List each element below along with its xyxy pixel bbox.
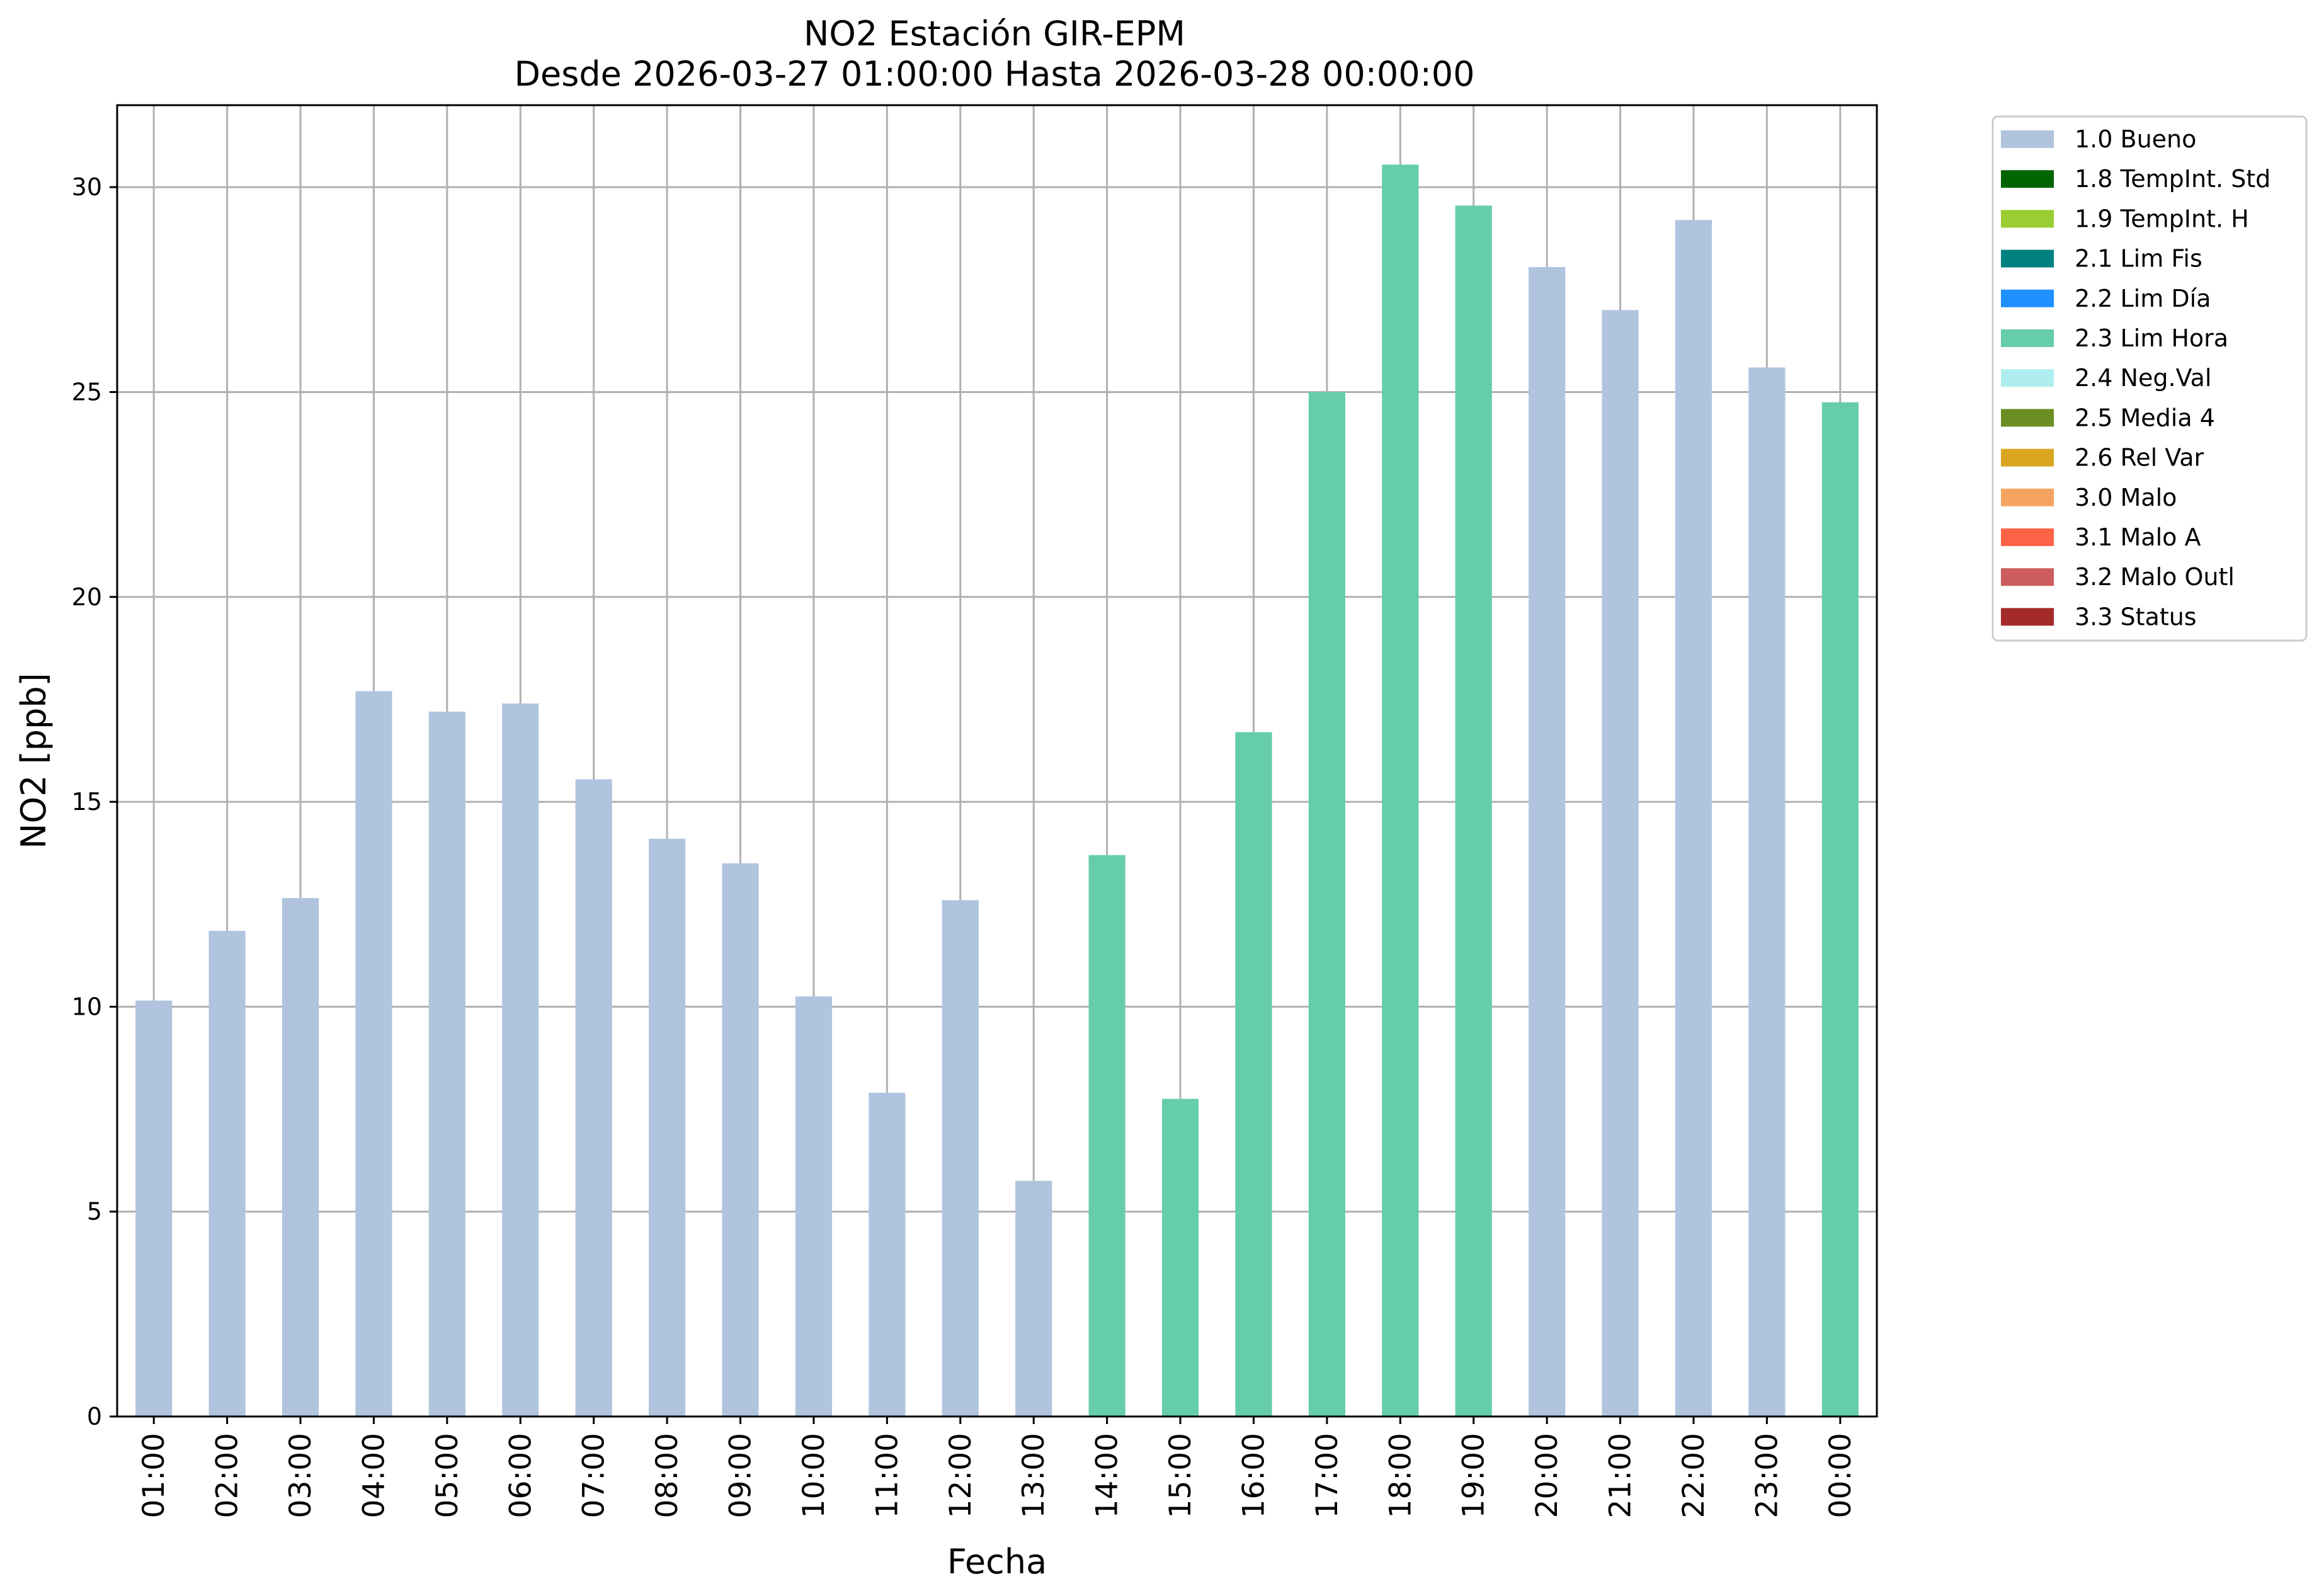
y-tick-label: 5 — [87, 1198, 102, 1226]
x-tick-label: 23:00 — [1750, 1433, 1784, 1518]
legend-label: 1.8 TempInt. Std — [2075, 165, 2271, 193]
legend-swatch — [2001, 409, 2054, 427]
legend-label: 2.1 Lim Fis — [2075, 245, 2202, 273]
legend-swatch — [2001, 289, 2054, 307]
y-tick-label: 10 — [72, 993, 102, 1020]
x-tick-label: 00:00 — [1823, 1433, 1858, 1518]
bar-1100 — [869, 1093, 906, 1416]
y-tick-label: 0 — [87, 1403, 102, 1430]
x-tick-label: 09:00 — [724, 1433, 758, 1518]
bar-0200 — [208, 931, 246, 1416]
legend-swatch — [2001, 369, 2054, 387]
y-tick-label: 25 — [72, 378, 102, 406]
x-tick-label: 06:00 — [503, 1433, 538, 1518]
x-tick-label: 01:00 — [137, 1433, 171, 1518]
x-tick-label: 03:00 — [283, 1433, 318, 1518]
plot-frame — [116, 104, 1878, 1418]
bar-1000 — [795, 996, 833, 1416]
bar-1600 — [1235, 732, 1272, 1416]
bar-0300 — [282, 898, 319, 1416]
y-axis-label: NO2 [ppb] — [14, 673, 54, 848]
bar-0800 — [649, 838, 686, 1416]
x-tick-label: 19:00 — [1457, 1433, 1491, 1518]
bar-0400 — [355, 691, 392, 1416]
bar-1300 — [1015, 1180, 1052, 1416]
x-tick-label: 04:00 — [356, 1433, 391, 1518]
bar-2100 — [1602, 310, 1639, 1416]
x-tick-label: 15:00 — [1163, 1433, 1198, 1518]
bar-1800 — [1382, 164, 1419, 1417]
legend-label: 3.0 Malo — [2075, 484, 2177, 511]
x-tick-label: 22:00 — [1677, 1433, 1711, 1518]
bar-0000 — [1821, 402, 1859, 1416]
legend-frame — [1991, 115, 2308, 642]
legend-swatch — [2001, 608, 2054, 626]
x-tick-label: 12:00 — [943, 1433, 978, 1518]
y-axis-ticks: 0 5 10 15 20 25 30 — [72, 173, 117, 1430]
x-tick-label: 17:00 — [1310, 1433, 1345, 1518]
legend-swatch — [2001, 130, 2054, 148]
legend-label: 2.3 Lim Hora — [2075, 324, 2228, 352]
legend-items: 1.0 Bueno 1.8 TempInt. Std 1.9 TempInt. H 2… — [2001, 125, 2271, 630]
legend-label: 3.1 Malo A — [2075, 523, 2201, 551]
x-tick-label: 11:00 — [870, 1433, 904, 1518]
y-tick-label: 30 — [72, 173, 102, 201]
x-tick-label: 20:00 — [1530, 1433, 1564, 1518]
legend-swatch — [2001, 568, 2054, 586]
x-tick-label: 14:00 — [1090, 1433, 1125, 1518]
bar-0700 — [575, 779, 612, 1416]
bars — [135, 164, 1859, 1417]
x-tick-label: 10:00 — [797, 1433, 831, 1518]
legend-swatch — [2001, 329, 2054, 347]
legend-label: 2.6 Rel Var — [2075, 444, 2204, 472]
legend-swatch — [2001, 448, 2054, 467]
x-tick-label: 05:00 — [430, 1433, 465, 1518]
bar-1500 — [1161, 1098, 1199, 1416]
legend-swatch — [2001, 528, 2054, 546]
legend-label: 3.3 Status — [2075, 603, 2197, 630]
x-tick-label: 21:00 — [1604, 1433, 1638, 1518]
bar-0500 — [428, 711, 465, 1416]
x-tick-label: 02:00 — [210, 1433, 245, 1518]
legend-swatch — [2001, 210, 2054, 228]
legend-label: 2.5 Media 4 — [2075, 404, 2215, 431]
x-axis-ticks: 01:00 02:00 03:00 04:00 05:00 06:00 07:00 08:00… — [137, 1416, 1858, 1518]
bar-1200 — [942, 900, 979, 1416]
x-tick-label: 08:00 — [650, 1433, 685, 1518]
legend-swatch — [2001, 488, 2054, 506]
y-tick-label: 20 — [72, 583, 102, 611]
bar-0900 — [722, 863, 759, 1416]
chart-title: NO2 Estación GIR-EPM — [804, 14, 1185, 54]
bar-0100 — [135, 1000, 173, 1416]
bar-1400 — [1088, 855, 1125, 1416]
legend: 1.0 Bueno 1.8 TempInt. Std 1.9 TempInt. H 2… — [1991, 115, 2308, 642]
x-tick-label: 13:00 — [1017, 1433, 1051, 1518]
legend-label: 2.4 Neg.Val — [2075, 364, 2211, 392]
x-tick-label: 07:00 — [577, 1433, 612, 1518]
chart-subtitle: Desde 2026-03-27 01:00:00 Hasta 2026-03-… — [514, 54, 1474, 94]
bar-0600 — [502, 703, 539, 1416]
x-axis-label: Fecha — [947, 1542, 1047, 1582]
x-tick-label: 16:00 — [1236, 1433, 1271, 1518]
bar-2000 — [1529, 266, 1566, 1417]
bar-1900 — [1455, 205, 1492, 1417]
legend-label: 3.2 Malo Outl — [2075, 563, 2235, 591]
legend-swatch — [2001, 249, 2054, 268]
x-tick-label: 18:00 — [1383, 1433, 1418, 1518]
legend-swatch — [2001, 170, 2054, 188]
bar-2200 — [1675, 220, 1712, 1416]
legend-label: 2.2 Lim Día — [2075, 285, 2211, 312]
bar-1700 — [1308, 392, 1345, 1416]
bar-2300 — [1748, 367, 1786, 1416]
legend-label: 1.9 TempInt. H — [2075, 205, 2249, 232]
legend-label: 1.0 Bueno — [2075, 125, 2196, 153]
y-tick-label: 15 — [72, 788, 102, 816]
